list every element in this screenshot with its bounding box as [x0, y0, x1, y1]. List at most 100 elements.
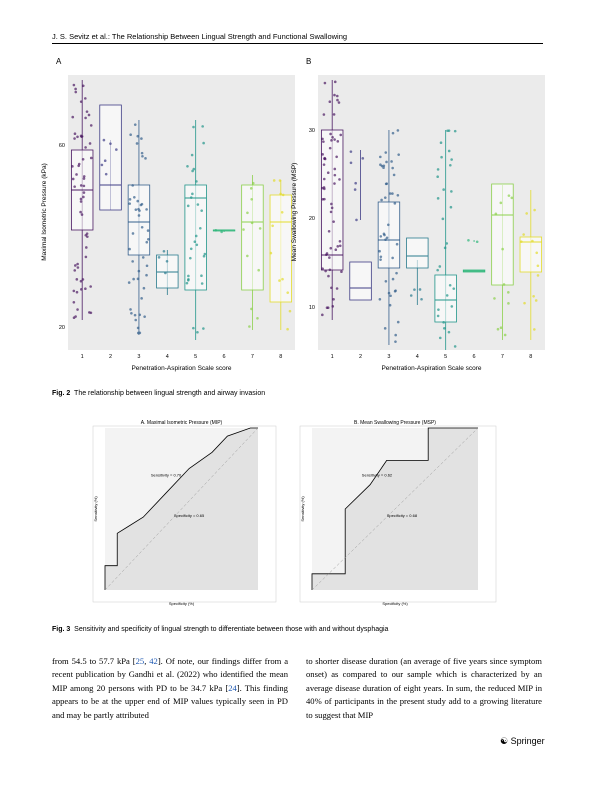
x-tick-label: 8 [279, 354, 282, 360]
jitter-point [75, 278, 79, 281]
jitter-point [138, 209, 141, 212]
jitter-point [136, 134, 140, 138]
jitter-point [278, 179, 282, 182]
jitter-point [330, 202, 333, 206]
jitter-point [413, 288, 416, 291]
jitter-point [134, 208, 138, 211]
jitter-point [501, 247, 504, 251]
jitter-point [394, 333, 397, 337]
jitter-point [246, 254, 249, 258]
jitter-point [532, 294, 535, 298]
jitter-point [79, 200, 83, 203]
jitter-point [534, 299, 538, 302]
jitter-point [89, 124, 93, 127]
jitter-point [493, 297, 496, 300]
jitter-point [323, 81, 327, 85]
fig2-caption: Fig. 2 The relationship between lingual … [52, 390, 265, 397]
jitter-point [191, 169, 194, 173]
jitter-point [520, 240, 523, 243]
jitter-point [525, 212, 528, 215]
jitter-point [194, 234, 198, 238]
citation-link[interactable]: 25 [135, 656, 145, 666]
jitter-point [338, 239, 342, 243]
jitter-point [522, 233, 525, 236]
jitter-point [394, 340, 397, 343]
jitter-point [335, 94, 339, 98]
jitter-point [409, 294, 413, 297]
jitter-point [354, 181, 357, 185]
jitter-point [195, 180, 198, 183]
jitter-point [340, 270, 343, 273]
header-rule [52, 43, 543, 44]
caption-label: Fig. 2 [52, 390, 71, 397]
jitter-point [196, 330, 199, 334]
jitter-point [334, 248, 338, 252]
jitter-point [384, 151, 388, 154]
jitter-point [139, 203, 143, 207]
jitter-point [165, 259, 169, 263]
y-tick-label: 10 [309, 305, 315, 311]
jitter-point [128, 198, 132, 201]
jitter-point [281, 193, 285, 197]
jitter-point [393, 202, 397, 205]
jitter-point [73, 132, 77, 136]
jitter-point [250, 197, 253, 201]
jitter-point [322, 140, 325, 143]
jitter-point [82, 177, 86, 180]
jitter-point [257, 268, 260, 272]
jitter-point [329, 132, 332, 136]
jitter-point [127, 281, 131, 284]
jitter-point [200, 274, 203, 278]
jitter-point [74, 90, 78, 94]
jitter-point [328, 256, 331, 259]
jitter-point [333, 138, 336, 141]
jitter-point [449, 205, 453, 209]
text: , [144, 656, 150, 666]
jitter-point [322, 186, 326, 189]
jitter-point [258, 227, 262, 230]
jitter-point [134, 318, 138, 322]
jitter-point [450, 305, 454, 308]
caption-text: Sensitivity and specificity of lingual s… [74, 626, 389, 633]
upper-area [105, 428, 258, 590]
jitter-point [330, 206, 334, 210]
jitter-point [475, 240, 479, 244]
jitter-point [129, 308, 132, 311]
x-tick-label: 6 [223, 354, 226, 360]
jitter-point [104, 172, 108, 176]
jitter-point [164, 271, 167, 275]
jitter-point [379, 235, 383, 238]
annotation: Sensitivity = 0.70 [151, 473, 182, 478]
jitter-point [499, 201, 503, 205]
jitter-point [388, 303, 392, 307]
jitter-point [333, 173, 337, 177]
jitter-point [281, 277, 284, 281]
jitter-point [321, 153, 324, 156]
citation-link[interactable]: 24 [228, 682, 237, 693]
jitter-point [507, 302, 510, 305]
jitter-point [162, 249, 166, 253]
jitter-point [192, 167, 196, 171]
jitter-point [200, 282, 204, 285]
fig3-caption: Fig. 3 Sensitivity and specificity of li… [52, 626, 388, 633]
jitter-point [388, 192, 392, 195]
jitter-point [333, 167, 337, 171]
jitter-point [536, 274, 540, 277]
running-title: J. S. Sevitz et al.: The Relationship Be… [52, 32, 348, 41]
jitter-point [84, 287, 87, 291]
x-tick-label: 1 [331, 354, 334, 360]
x-tick-label: 4 [416, 354, 419, 360]
jitter-point [73, 137, 76, 140]
jitter-point [335, 287, 339, 290]
jitter-point [189, 247, 193, 251]
box [519, 236, 542, 273]
jitter-point [321, 137, 324, 141]
jitter-point [339, 133, 343, 137]
text: ]. This finding appears to be at the upp… [52, 682, 288, 720]
citation-link[interactable]: 42 [149, 656, 158, 666]
jitter-point [507, 194, 511, 197]
box [241, 184, 264, 291]
jitter-point [85, 246, 88, 249]
jitter-point [140, 297, 143, 300]
x-tick-label: 6 [473, 354, 476, 360]
